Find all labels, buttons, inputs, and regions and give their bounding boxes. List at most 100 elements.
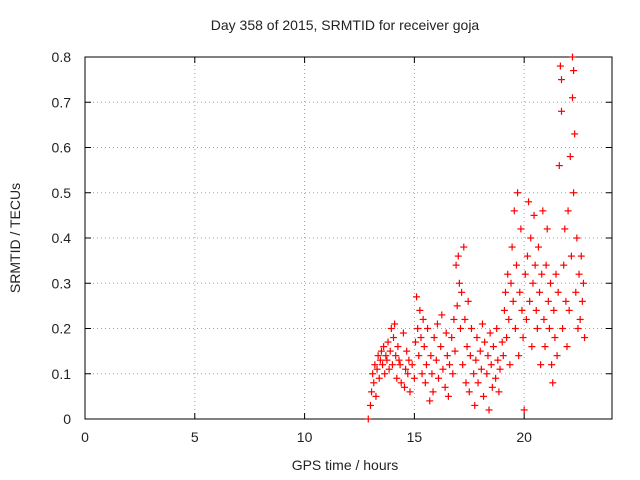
- data-point: [552, 270, 560, 278]
- data-point: [444, 392, 452, 400]
- data-point: [397, 379, 405, 387]
- x-tick-label: 20: [516, 429, 532, 445]
- data-point: [534, 243, 542, 251]
- data-point: [470, 370, 478, 378]
- data-point: [422, 361, 430, 369]
- data-point: [493, 325, 501, 332]
- data-point: [514, 189, 522, 197]
- data-point: [522, 315, 530, 323]
- data-point: [547, 279, 555, 287]
- data-point: [438, 311, 446, 319]
- data-point: [539, 207, 547, 215]
- data-series-srmtid: [364, 53, 589, 423]
- data-point: [540, 315, 548, 323]
- data-point: [561, 225, 569, 233]
- data-point: [424, 325, 432, 332]
- data-point: [498, 338, 506, 346]
- data-point: [411, 338, 419, 346]
- y-tick-label: 0.2: [52, 321, 72, 337]
- data-point: [471, 401, 479, 409]
- data-point: [496, 365, 504, 373]
- data-point: [538, 270, 546, 278]
- data-point: [404, 370, 412, 378]
- data-point: [449, 370, 457, 378]
- data-point: [549, 379, 557, 387]
- data-point: [504, 270, 512, 278]
- data-point: [487, 361, 495, 369]
- data-point: [562, 297, 570, 305]
- data-point: [403, 347, 411, 355]
- data-point: [375, 374, 383, 382]
- data-point: [519, 334, 527, 342]
- data-point: [510, 207, 518, 215]
- data-point: [368, 388, 376, 396]
- x-axis: 0 5 10 15 20: [81, 57, 532, 445]
- data-point: [426, 397, 434, 405]
- data-point: [509, 297, 517, 305]
- data-point: [399, 329, 407, 337]
- data-point: [421, 379, 429, 387]
- x-tick-label: 15: [407, 429, 423, 445]
- data-point: [453, 302, 461, 310]
- data-point: [418, 370, 426, 378]
- x-axis-label: GPS time / hours: [292, 457, 399, 473]
- data-point: [576, 315, 584, 323]
- data-point: [526, 297, 534, 305]
- data-point: [370, 379, 378, 387]
- y-tick-label: 0.3: [52, 275, 72, 291]
- data-point: [460, 243, 468, 251]
- data-point: [555, 162, 563, 170]
- data-point: [530, 211, 538, 219]
- data-point: [464, 297, 472, 305]
- y-tick-label: 0.8: [52, 49, 72, 65]
- data-point: [432, 356, 440, 364]
- data-point: [544, 297, 552, 305]
- data-point: [570, 67, 578, 75]
- data-point: [467, 325, 475, 332]
- data-point: [369, 370, 377, 378]
- data-point: [564, 207, 572, 215]
- data-point: [466, 352, 474, 360]
- data-point: [507, 279, 515, 287]
- data-point: [420, 343, 428, 351]
- data-point: [433, 320, 441, 328]
- data-point: [387, 325, 395, 332]
- data-point: [463, 343, 471, 351]
- data-point: [503, 334, 511, 342]
- data-point: [550, 306, 558, 314]
- data-point: [557, 76, 565, 84]
- y-axis: 0 0.1 0.2 0.3 0.4 0.5 0.6 0.7 0.8: [52, 49, 612, 427]
- data-point: [374, 352, 382, 360]
- data-point: [532, 306, 540, 314]
- data-point: [565, 306, 573, 314]
- data-point: [414, 325, 422, 332]
- data-point: [430, 334, 438, 342]
- data-point: [572, 288, 580, 296]
- data-point: [566, 153, 574, 161]
- data-point: [508, 243, 516, 251]
- data-point: [536, 288, 544, 296]
- data-point: [458, 288, 466, 296]
- data-point: [553, 352, 561, 360]
- data-point: [483, 370, 491, 378]
- data-point: [489, 343, 497, 351]
- y-axis-label: SRMTID / TECUs: [7, 183, 23, 293]
- data-point: [554, 288, 562, 296]
- data-point: [382, 352, 390, 360]
- data-point: [481, 338, 489, 346]
- data-point: [376, 356, 384, 364]
- y-tick-label: 0.5: [52, 185, 72, 201]
- grid-lines: [85, 57, 612, 419]
- data-point: [402, 365, 410, 373]
- data-point: [388, 361, 396, 369]
- data-point: [392, 352, 400, 360]
- data-point: [494, 356, 502, 364]
- data-point: [461, 315, 469, 323]
- data-point: [541, 343, 549, 351]
- data-point: [523, 252, 531, 260]
- data-point: [521, 270, 529, 278]
- data-point: [380, 343, 388, 351]
- data-point: [518, 306, 526, 314]
- data-point: [413, 293, 421, 301]
- data-point: [575, 270, 583, 278]
